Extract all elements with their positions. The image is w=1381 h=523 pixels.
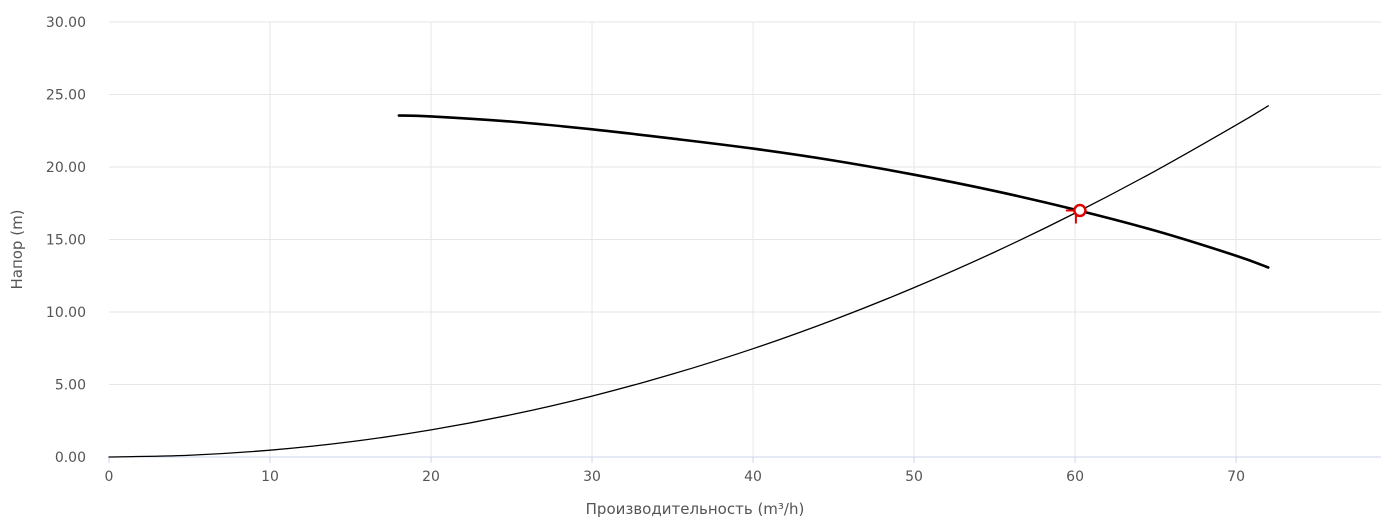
x-tick-label: 30 [583, 469, 601, 485]
y-tick-label: 30.00 [46, 15, 86, 31]
x-tick-label: 0 [105, 469, 114, 485]
operating-point-marker [1073, 203, 1087, 218]
y-axis-ticks: 0.00 5.00 10.00 15.00 20.00 25.00 30.00 [46, 15, 86, 466]
x-tick-label: 70 [1227, 469, 1245, 485]
y-tick-label: 15.00 [46, 233, 86, 249]
x-tick-label: 10 [261, 469, 279, 485]
series-layer [108, 105, 1270, 458]
x-tick-label: 50 [905, 469, 923, 485]
y-gridlines [109, 21, 1381, 385]
y-tick-label: 20.00 [46, 160, 86, 176]
x-tick-label: 60 [1066, 469, 1084, 485]
y-tick-label: 0.00 [55, 450, 86, 466]
y-tick-label: 10.00 [46, 305, 86, 321]
system-curve [108, 105, 1269, 458]
operating-point-layer [1065, 203, 1087, 224]
x-tick-label: 40 [744, 469, 762, 485]
x-axis-ticks: 0 10 20 30 40 50 60 70 [105, 457, 1245, 485]
x-axis-title: Производительность (m³/h) [586, 500, 805, 518]
y-tick-label: 25.00 [46, 88, 86, 104]
y-tick-label: 5.00 [55, 378, 86, 394]
pump-curve [397, 114, 1270, 269]
x-tick-label: 20 [422, 469, 440, 485]
y-axis-title: Напор (m) [8, 209, 26, 289]
